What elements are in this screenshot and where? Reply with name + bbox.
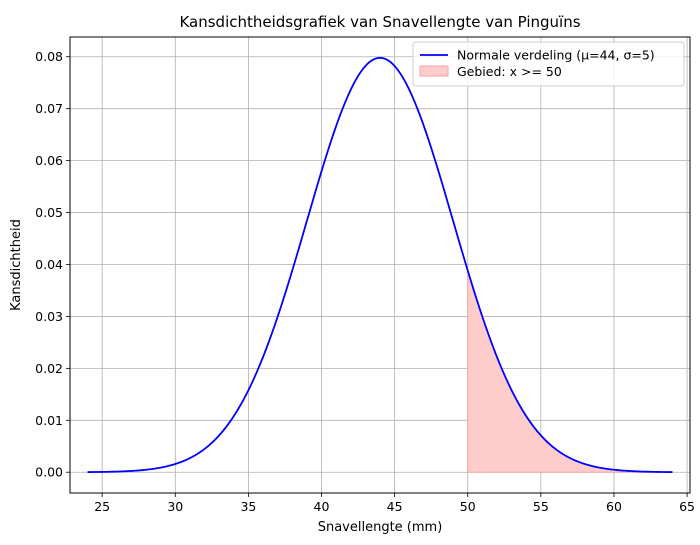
legend-area-swatch bbox=[419, 65, 449, 77]
legend-box bbox=[412, 41, 685, 87]
y-axis-label: Kansdichtheid bbox=[9, 219, 24, 311]
y-tick-label: 0.04 bbox=[35, 257, 63, 272]
x-tick-label: 45 bbox=[387, 499, 403, 514]
legend: Normale verdeling (μ=44, σ=5) Gebied: x … bbox=[412, 41, 685, 87]
y-tick-label: 0.01 bbox=[35, 413, 63, 428]
y-tick-label: 0.06 bbox=[35, 153, 63, 168]
y-tick-label: 0.02 bbox=[35, 361, 63, 376]
y-tick-label: 0.03 bbox=[35, 309, 63, 324]
x-axis-ticks: 25 30 35 40 45 50 55 60 65 bbox=[94, 493, 695, 514]
y-tick-label: 0.08 bbox=[35, 49, 63, 64]
legend-entry-area: Gebied: x >= 50 bbox=[457, 64, 562, 79]
x-axis-label: Snavellengte (mm) bbox=[318, 520, 443, 535]
legend-entry-normal: Normale verdeling (μ=44, σ=5) bbox=[457, 48, 655, 63]
x-tick-label: 25 bbox=[94, 499, 110, 514]
pdf-curve-line bbox=[87, 56, 673, 473]
plot-frame bbox=[69, 36, 691, 494]
x-tick-label: 60 bbox=[606, 499, 622, 514]
x-tick-label: 30 bbox=[167, 499, 183, 514]
x-tick-label: 50 bbox=[460, 499, 476, 514]
x-tick-label: 65 bbox=[679, 499, 695, 514]
plot-area bbox=[70, 37, 690, 493]
chart-title: Kansdichtheidsgrafiek van Snavellengte v… bbox=[179, 13, 580, 31]
x-tick-label: 55 bbox=[533, 499, 549, 514]
y-tick-label: 0.07 bbox=[35, 101, 63, 116]
x-tick-label: 40 bbox=[314, 499, 330, 514]
y-axis-ticks: 0.00 0.01 0.02 0.03 0.04 0.05 0.06 0.07 0.08 bbox=[35, 49, 70, 480]
x-tick-label: 35 bbox=[240, 499, 256, 514]
y-tick-label: 0.05 bbox=[35, 205, 63, 220]
y-tick-label: 0.00 bbox=[35, 465, 63, 480]
